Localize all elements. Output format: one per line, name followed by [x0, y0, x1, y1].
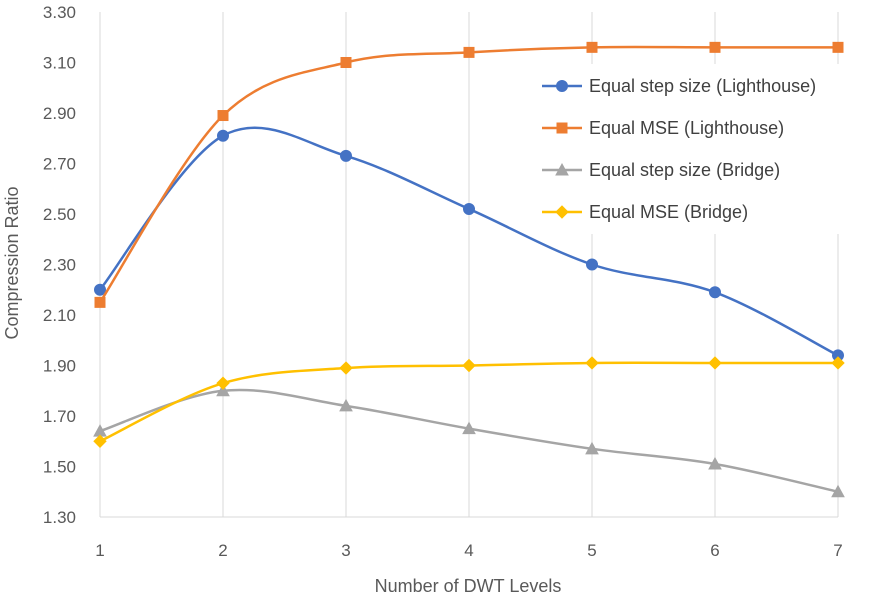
legend-label: Equal step size (Lighthouse): [589, 76, 816, 96]
x-tick-label: 2: [218, 541, 227, 560]
y-tick-label: 2.10: [43, 306, 76, 325]
x-tick-labels: 1 2 3 4 5 6 7: [95, 541, 842, 560]
y-tick-label: 1.70: [43, 407, 76, 426]
series-group: [93, 41, 845, 498]
y-tick-label: 3.10: [43, 54, 76, 73]
data-point: [94, 296, 106, 308]
data-point: [585, 441, 599, 455]
data-point: [462, 421, 476, 435]
data-point: [94, 283, 106, 296]
data-point: [339, 361, 353, 375]
series-2: [94, 41, 844, 308]
legend-label: Equal MSE (Lighthouse): [589, 118, 784, 138]
legend-background: [532, 64, 868, 234]
x-tick-label: 6: [710, 541, 719, 560]
data-point: [463, 46, 475, 58]
y-tick-label: 1.90: [43, 357, 76, 376]
legend-marker: [556, 122, 568, 134]
data-point: [340, 149, 352, 162]
y-tick-label: 1.50: [43, 458, 76, 477]
x-tick-label: 7: [833, 541, 842, 560]
data-point: [709, 41, 721, 53]
data-point: [216, 383, 230, 397]
legend-entry: Equal MSE (Lighthouse): [542, 118, 784, 138]
data-point: [585, 356, 599, 370]
data-point: [217, 110, 229, 122]
data-point: [217, 129, 229, 142]
y-tick-label: 1.30: [43, 508, 76, 527]
legend: Equal step size (Lighthouse) Equal MSE (L…: [532, 64, 868, 234]
series-3: [93, 383, 845, 498]
data-point: [340, 57, 352, 68]
y-tick-label: 2.90: [43, 104, 76, 123]
data-point: [216, 376, 230, 390]
y-tick-label: 2.50: [43, 205, 76, 224]
y-axis-label: Compression Ratio: [2, 186, 22, 339]
y-tick-label: 2.30: [43, 256, 76, 275]
y-tick-label: 2.70: [43, 155, 76, 174]
legend-entry: Equal MSE (Bridge): [542, 202, 748, 222]
data-point: [586, 41, 598, 53]
series-4: [93, 356, 845, 448]
legend-label: Equal step size (Bridge): [589, 160, 780, 180]
x-tick-label: 5: [587, 541, 596, 560]
data-point: [708, 456, 722, 470]
y-tick-label: 3.30: [43, 3, 76, 22]
x-tick-label: 1: [95, 541, 104, 560]
y-tick-labels: 1.30 1.50 1.70 1.90 2.10 2.30 2.50 2.70 2.90 3.10…: [43, 3, 76, 527]
series-1: [94, 126, 844, 362]
data-point: [709, 286, 721, 299]
legend-label: Equal MSE (Bridge): [589, 202, 748, 222]
data-point: [463, 202, 475, 215]
data-point: [586, 258, 598, 271]
legend-marker: [555, 162, 569, 176]
data-point: [93, 434, 107, 448]
data-point: [831, 484, 845, 498]
legend-entry: Equal step size (Bridge): [542, 160, 780, 180]
data-point: [831, 356, 845, 370]
legend-entry: Equal step size (Lighthouse): [542, 76, 816, 96]
data-point: [339, 398, 353, 412]
data-point: [462, 358, 476, 373]
x-axis-label: Number of DWT Levels: [375, 576, 562, 596]
data-point: [708, 356, 722, 370]
data-point: [832, 41, 844, 53]
x-tick-label: 3: [341, 541, 350, 560]
x-tick-label: 4: [464, 541, 473, 560]
legend-marker: [555, 205, 569, 219]
legend-marker: [556, 80, 568, 92]
